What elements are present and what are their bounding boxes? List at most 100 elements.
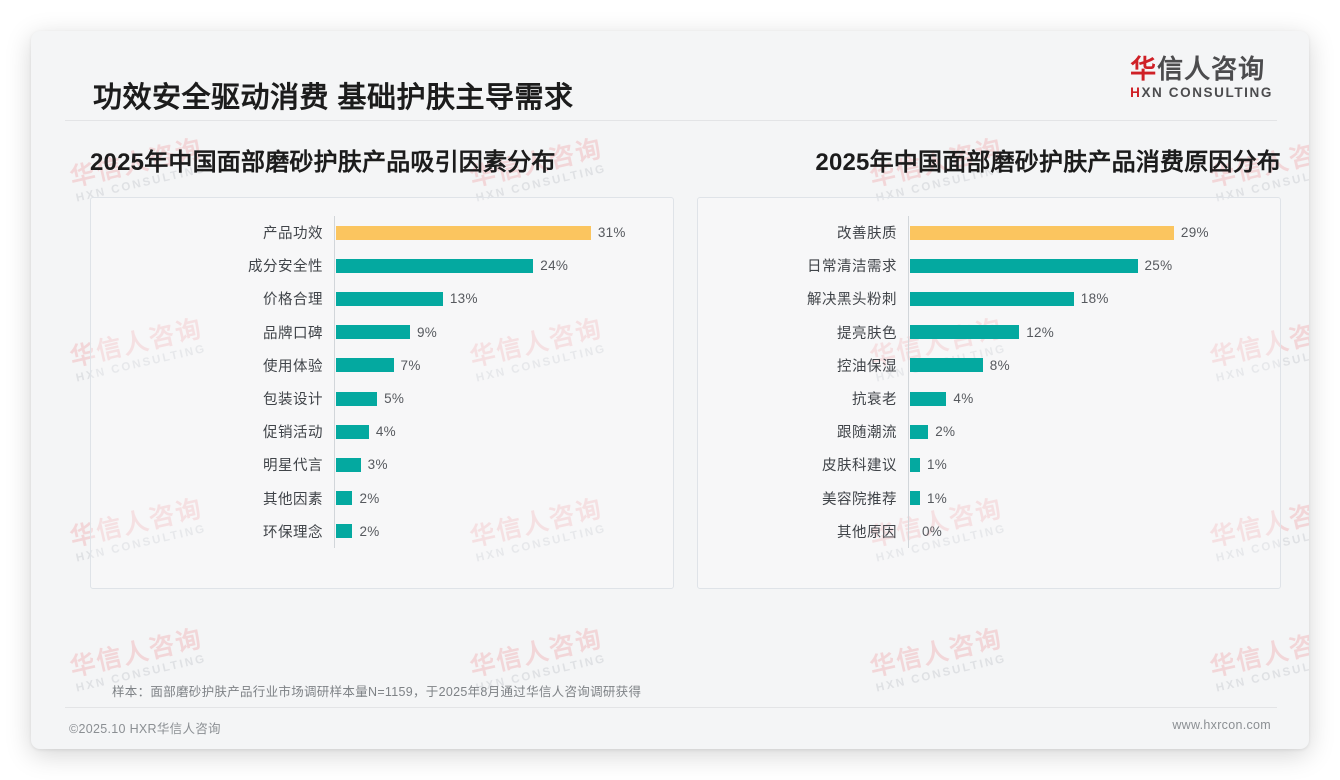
value-axis-line	[908, 249, 909, 283]
bar	[910, 424, 929, 439]
bar-row: 其他因素 2%	[91, 481, 673, 515]
bar-category-label: 控油保湿	[837, 358, 897, 375]
value-axis-line	[908, 415, 909, 449]
bar-row: 美容院推荐 1%	[698, 481, 1280, 515]
bar-row: 抗衰老 4%	[698, 381, 1280, 416]
bar-track: 12%	[908, 315, 1280, 349]
value-axis-line	[908, 381, 909, 416]
value-axis-line	[908, 282, 909, 316]
brand-logo-en-red: H	[1130, 85, 1142, 101]
bar-category-label: 其他原因	[837, 524, 897, 541]
bar-track: 31%	[334, 216, 673, 250]
header-divider	[65, 120, 1277, 121]
bar-value-label: 25%	[1144, 258, 1173, 274]
bar-track: 0%	[908, 514, 1280, 548]
bar	[910, 258, 1138, 273]
bar-row: 改善肤质 29%	[698, 216, 1280, 250]
value-axis-line	[908, 348, 909, 382]
bar-track: 7%	[334, 348, 673, 382]
bar-track: 29%	[908, 216, 1280, 250]
bar-value-label: 9%	[416, 324, 438, 340]
slide-header: 功效安全驱动消费 基础护肤主导需求 华信人咨询 HXN CONSULTING	[31, 31, 1309, 121]
bar-row: 产品功效 31%	[91, 216, 673, 250]
bar-track: 13%	[334, 282, 673, 316]
bar-row: 包装设计 5%	[91, 381, 673, 416]
bar	[910, 391, 947, 406]
bar	[336, 457, 361, 472]
bar-row: 跟随潮流 2%	[698, 415, 1280, 449]
bar-row: 品牌口碑 9%	[91, 315, 673, 349]
bar-track: 18%	[908, 282, 1280, 316]
bar-category-label: 跟随潮流	[837, 425, 897, 442]
bar-value-label: 2%	[359, 523, 380, 539]
value-axis-line	[334, 282, 335, 316]
bar-category-label: 美容院推荐	[822, 491, 897, 508]
bar-track: 5%	[334, 381, 673, 416]
bar	[910, 291, 1074, 306]
bar-value-label: 2%	[359, 490, 380, 506]
footer-copyright: ©2025.10 HXR华信人咨询	[69, 722, 221, 736]
brand-logo-en-rest: XN CONSULTING	[1141, 85, 1273, 101]
bar-category-label: 价格合理	[263, 292, 323, 309]
value-axis-line	[334, 315, 335, 349]
bar-category-label: 提亮肤色	[837, 325, 897, 342]
bar-category-label: 明星代言	[263, 458, 323, 475]
bar-row: 明星代言 3%	[91, 448, 673, 482]
bar-category-label: 其他因素	[263, 491, 323, 508]
bar-track: 1%	[908, 481, 1280, 515]
bar	[336, 225, 591, 240]
bar	[336, 258, 534, 273]
bar	[910, 457, 920, 472]
footer-website: www.hxrcon.com	[1172, 718, 1271, 732]
bar	[910, 491, 920, 506]
bar-category-label: 促销活动	[263, 425, 323, 442]
bar-row: 解决黑头粉刺 18%	[698, 282, 1280, 316]
bar-category-label: 改善肤质	[837, 226, 897, 243]
chart-panel-left: 产品功效 31% 成分安全性 24% 价格合理 13% 品牌口碑 9% 使用体验 7% 包装设计 5%…	[90, 197, 674, 589]
bar-row: 皮肤科建议 1%	[698, 448, 1280, 482]
bar	[336, 491, 353, 506]
bar-row: 环保理念 2%	[91, 514, 673, 548]
bar	[336, 424, 369, 439]
bar-track: 9%	[334, 315, 673, 349]
chart-title-right: 2025年中国面部磨砂护肤产品消费原因分布	[815, 148, 1281, 176]
bar	[336, 358, 394, 373]
chart-consumption-reasons: 2025年中国面部磨砂护肤产品消费原因分布 改善肤质 29% 日常清洁需求 25% 解决…	[697, 121, 1281, 589]
value-axis-line	[908, 216, 909, 250]
bar-category-label: 解决黑头粉刺	[807, 292, 897, 309]
slide-footer: ©2025.10 HXR华信人咨询 www.hxrcon.com	[31, 708, 1309, 749]
bar	[336, 524, 353, 539]
bar-track: 24%	[334, 249, 673, 283]
value-axis-line	[334, 415, 335, 449]
bar-value-label: 8%	[989, 357, 1010, 373]
bar-track: 4%	[908, 381, 1280, 416]
bar-category-label: 抗衰老	[852, 392, 897, 409]
bar-row: 提亮肤色 12%	[698, 315, 1280, 349]
bar-row: 控油保湿 8%	[698, 348, 1280, 382]
bar-track: 1%	[908, 448, 1280, 482]
bar-value-label: 24%	[540, 258, 569, 274]
slide-card: 华信人咨询 HXN CONSULTING 华信人咨询 HXN CONSULTING 华信…	[31, 31, 1309, 749]
bar-value-label: 2%	[935, 424, 956, 440]
chart-attraction-factors: 2025年中国面部磨砂护肤产品吸引因素分布 产品功效 31% 成分安全性 24% 价格合…	[90, 121, 674, 589]
bar-category-label: 产品功效	[263, 226, 323, 243]
bar-track: 2%	[334, 514, 673, 548]
bar	[910, 225, 1174, 240]
footer-divider	[65, 707, 1277, 708]
value-axis-line	[334, 448, 335, 482]
bar-row: 价格合理 13%	[91, 282, 673, 316]
brand-logo-cn-gray: 信人咨询	[1157, 54, 1266, 84]
bar-category-label: 成分安全性	[248, 259, 323, 276]
bar-value-label: 1%	[927, 490, 948, 506]
bar	[910, 325, 1020, 340]
brand-logo-cn-red: 华	[1130, 54, 1158, 84]
bar-category-label: 包装设计	[263, 392, 323, 409]
value-axis-line	[334, 514, 335, 548]
bar-value-label: 4%	[375, 424, 396, 440]
bar-value-label: 18%	[1080, 291, 1109, 307]
brand-logo-en: HXN CONSULTING	[1130, 85, 1273, 101]
bar-value-label: 5%	[384, 391, 405, 407]
bar	[336, 291, 443, 306]
bar-category-label: 皮肤科建议	[822, 458, 897, 475]
